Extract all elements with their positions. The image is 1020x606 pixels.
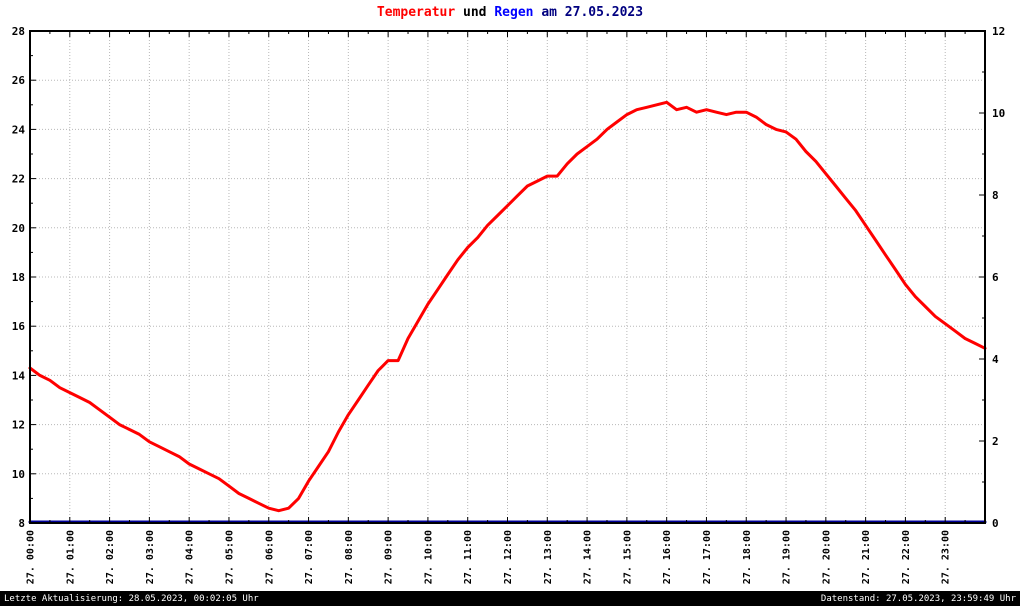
x-axis-label: 27. 02:00 (105, 530, 116, 584)
x-axis-label: 27. 08:00 (344, 530, 355, 584)
footer-data-state: Datenstand: 27.05.2023, 23:59:49 Uhr (820, 593, 1016, 604)
right-axis-label: 6 (992, 271, 999, 284)
x-axis-label: 27. 17:00 (702, 530, 713, 584)
temperature-line (28, 100, 987, 513)
right-axis-label: 2 (992, 435, 999, 448)
right-axis-label: 8 (992, 189, 999, 202)
x-axis-label: 27. 12:00 (503, 530, 514, 584)
x-axis-label: 27. 21:00 (861, 530, 872, 584)
x-axis-label: 27. 04:00 (185, 530, 196, 584)
x-axis-label: 27. 11:00 (463, 530, 474, 584)
title-regen: Regen (494, 5, 534, 20)
x-axis-label: 27. 05:00 (224, 530, 235, 584)
x-axis-label: 27. 09:00 (384, 530, 395, 584)
right-axis-label: 4 (992, 353, 999, 366)
x-axis-label: 27. 18:00 (742, 530, 753, 584)
left-axis-label: 8 (18, 517, 25, 530)
left-axis-label: 12 (12, 419, 25, 432)
x-axis-label: 27. 13:00 (543, 530, 554, 584)
x-axis-label: 27. 03:00 (145, 530, 156, 584)
x-axis-label: 27. 00:00 (26, 530, 37, 584)
x-axis-label: 27. 06:00 (264, 530, 275, 584)
left-axis-label: 14 (12, 369, 26, 382)
footer-last-update: Letzte Aktualisierung: 28.05.2023, 00:02… (4, 593, 259, 604)
left-axis-label: 20 (12, 222, 25, 235)
footer-bar: Letzte Aktualisierung: 28.05.2023, 00:02… (0, 591, 1020, 606)
x-axis-label: 27. 10:00 (423, 530, 434, 584)
left-axis-label: 22 (12, 173, 25, 186)
title-temperatur: Temperatur (376, 5, 456, 20)
right-axis-label: 10 (992, 107, 1005, 120)
x-axis-label: 27. 01:00 (65, 530, 76, 584)
x-axis-label: 27. 07:00 (304, 530, 315, 584)
x-axis-label: 27. 14:00 (583, 530, 594, 584)
right-axis-label: 0 (992, 517, 999, 530)
x-axis-label: 27. 23:00 (941, 530, 952, 584)
left-axis-label: 28 (12, 25, 25, 38)
left-axis-label: 18 (12, 271, 25, 284)
title-und: und (463, 5, 487, 20)
left-axis-label: 26 (12, 74, 26, 87)
x-axis-label: 27. 20:00 (821, 530, 832, 584)
x-axis-label: 27. 16:00 (662, 530, 673, 584)
right-axis-label: 12 (992, 25, 1005, 38)
left-axis-label: 10 (12, 468, 25, 481)
left-axis-label: 24 (12, 123, 26, 136)
x-axis-label: 27. 15:00 (622, 530, 633, 584)
title-date: am 27.05.2023 (541, 5, 644, 20)
x-axis-label: 27. 22:00 (901, 530, 912, 584)
chart-title: Temperatur und Regen am 27.05.2023 (0, 5, 1020, 20)
x-axis-label: 27. 19:00 (782, 530, 793, 584)
left-axis-label: 16 (12, 320, 26, 333)
